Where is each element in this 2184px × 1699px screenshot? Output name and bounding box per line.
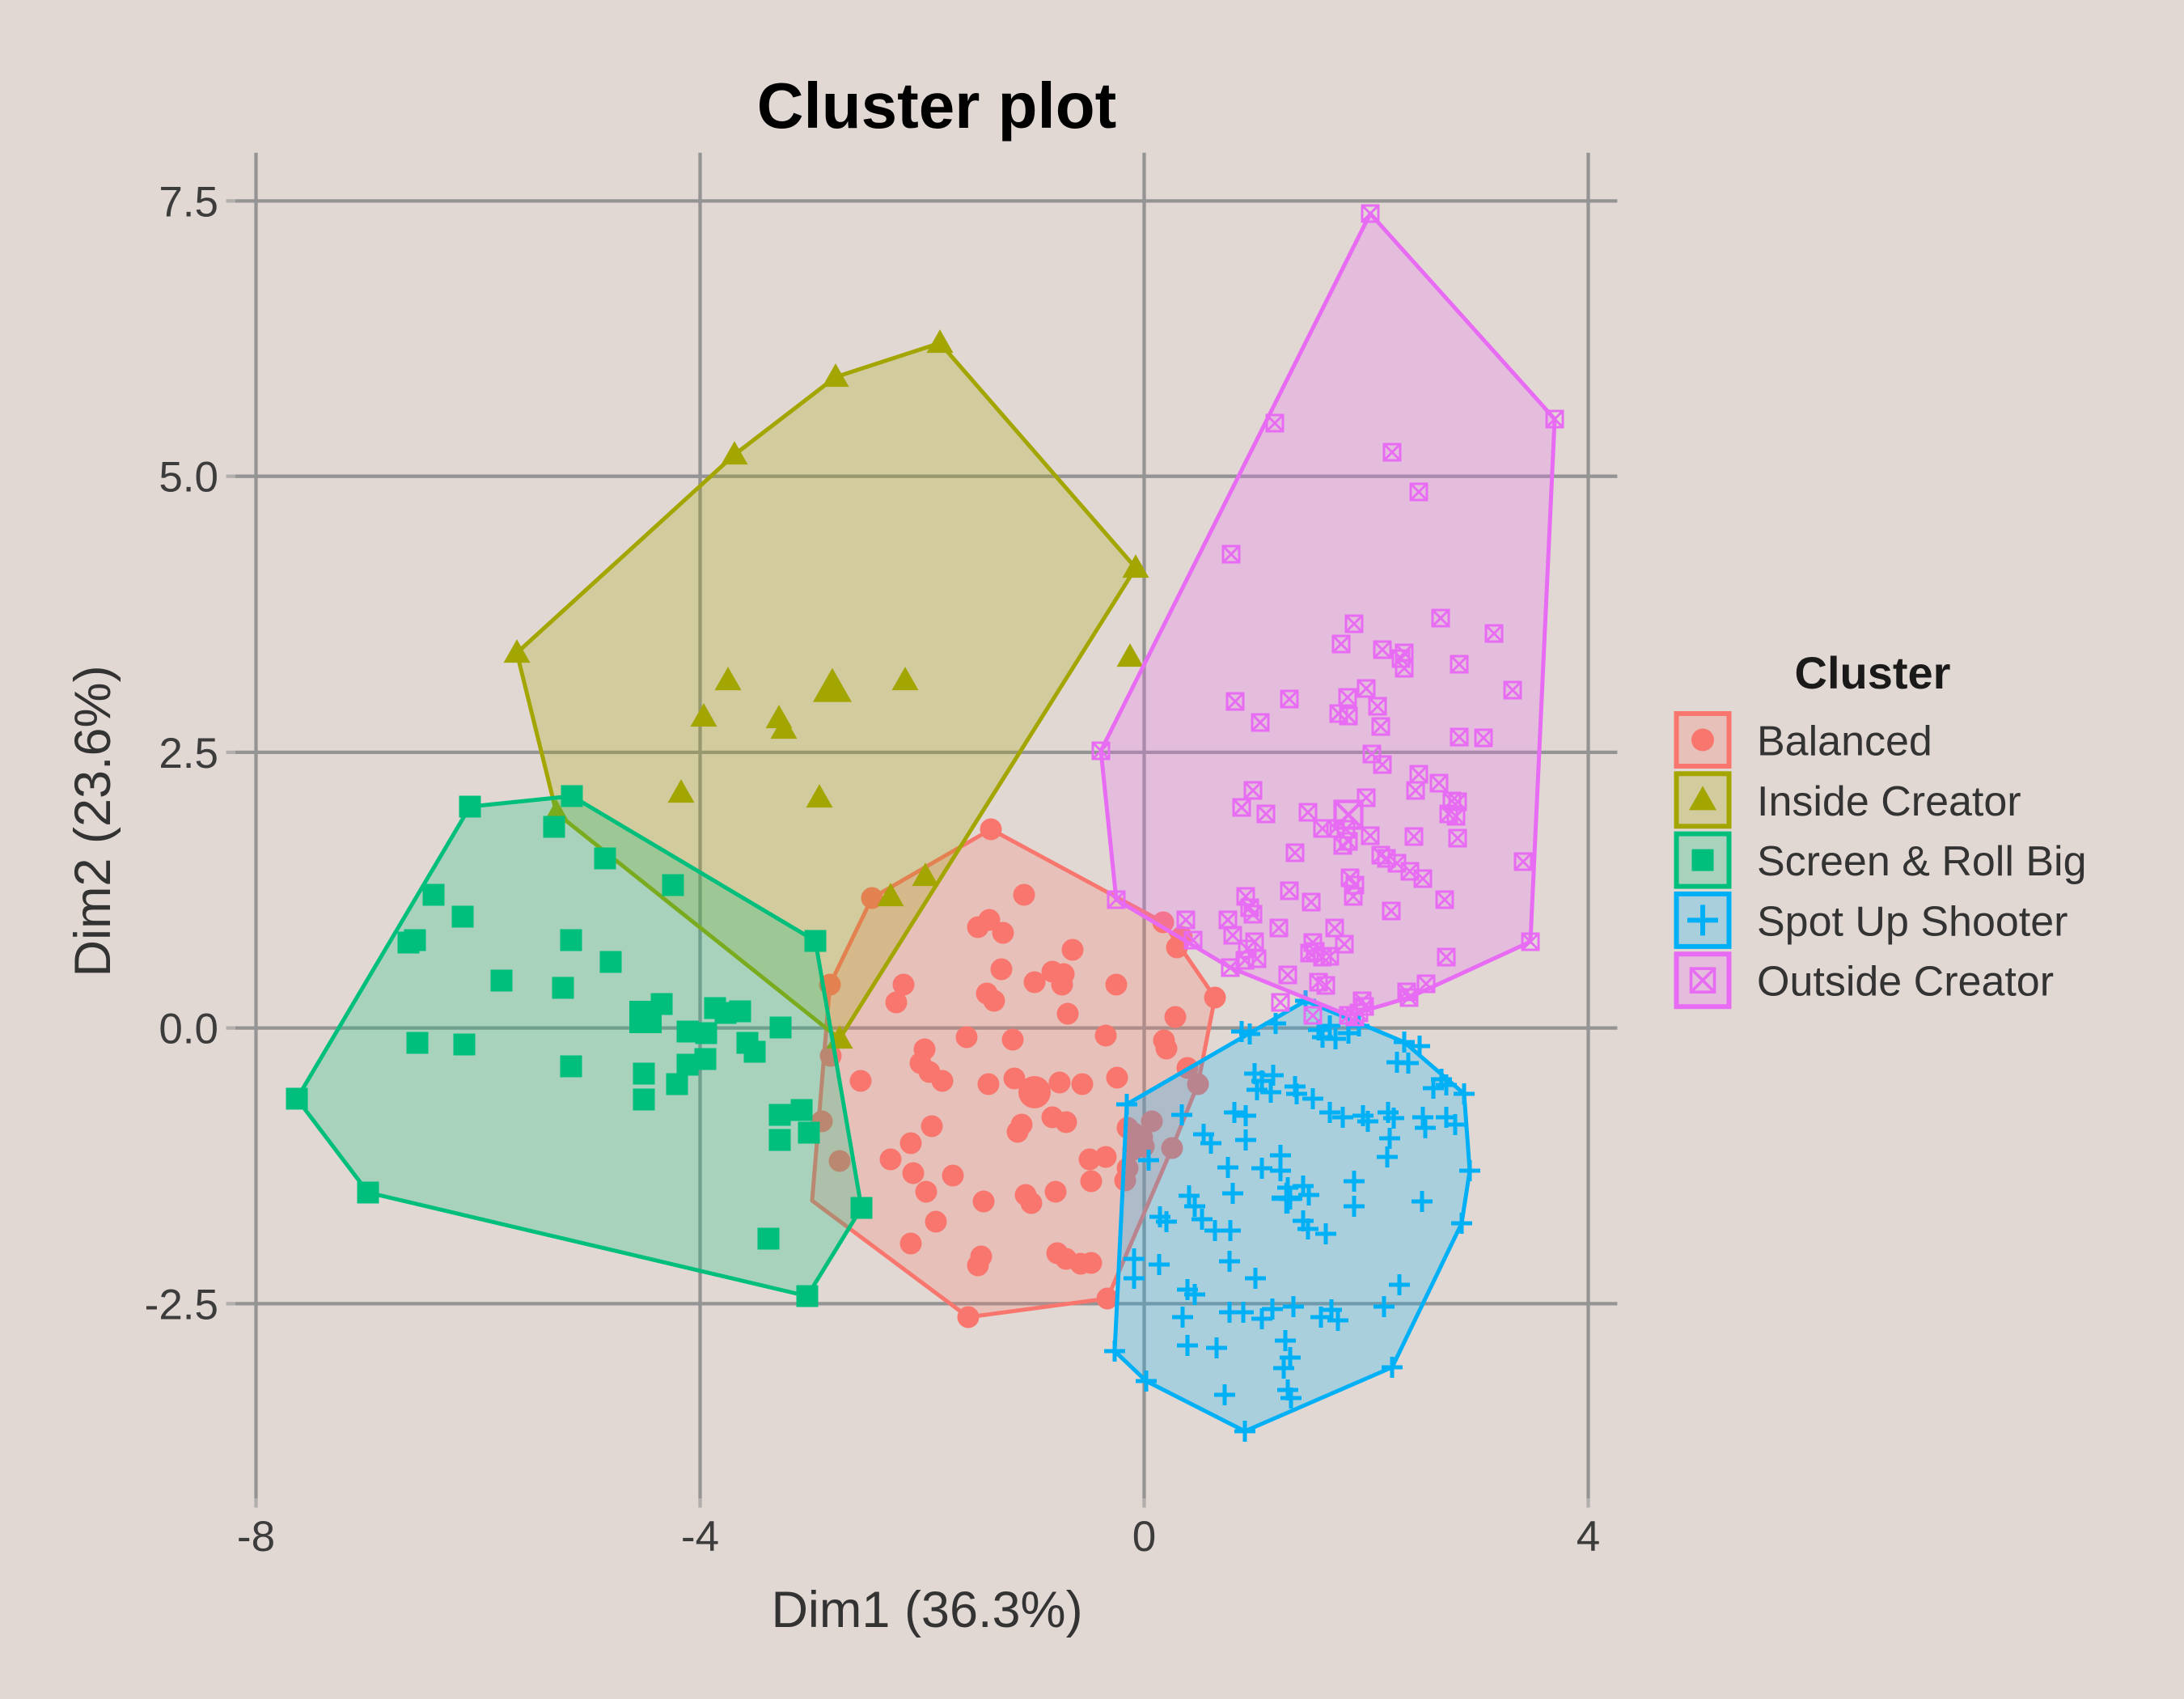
svg-text:Cluster plot: Cluster plot xyxy=(757,70,1116,142)
svg-text:Inside Creator: Inside Creator xyxy=(1757,778,2021,825)
svg-text:2.5: 2.5 xyxy=(159,730,218,777)
svg-text:Dim1 (36.3%): Dim1 (36.3%) xyxy=(771,1582,1082,1638)
svg-text:Dim2 (23.6%): Dim2 (23.6%) xyxy=(65,665,121,977)
svg-text:-4: -4 xyxy=(681,1513,719,1561)
svg-text:Cluster: Cluster xyxy=(1795,647,1951,698)
svg-text:-2.5: -2.5 xyxy=(145,1281,218,1328)
svg-text:-8: -8 xyxy=(237,1513,275,1561)
svg-text:Outside Creator: Outside Creator xyxy=(1757,959,2054,1006)
svg-text:0.0: 0.0 xyxy=(159,1006,218,1053)
svg-text:5.0: 5.0 xyxy=(159,454,218,502)
svg-text:Balanced: Balanced xyxy=(1757,718,1932,765)
svg-text:0: 0 xyxy=(1132,1513,1156,1561)
svg-text:4: 4 xyxy=(1577,1513,1600,1561)
svg-text:Screen & Roll Big: Screen & Roll Big xyxy=(1757,838,2087,885)
svg-text:Spot Up Shooter: Spot Up Shooter xyxy=(1757,898,2068,945)
svg-text:7.5: 7.5 xyxy=(159,178,218,226)
